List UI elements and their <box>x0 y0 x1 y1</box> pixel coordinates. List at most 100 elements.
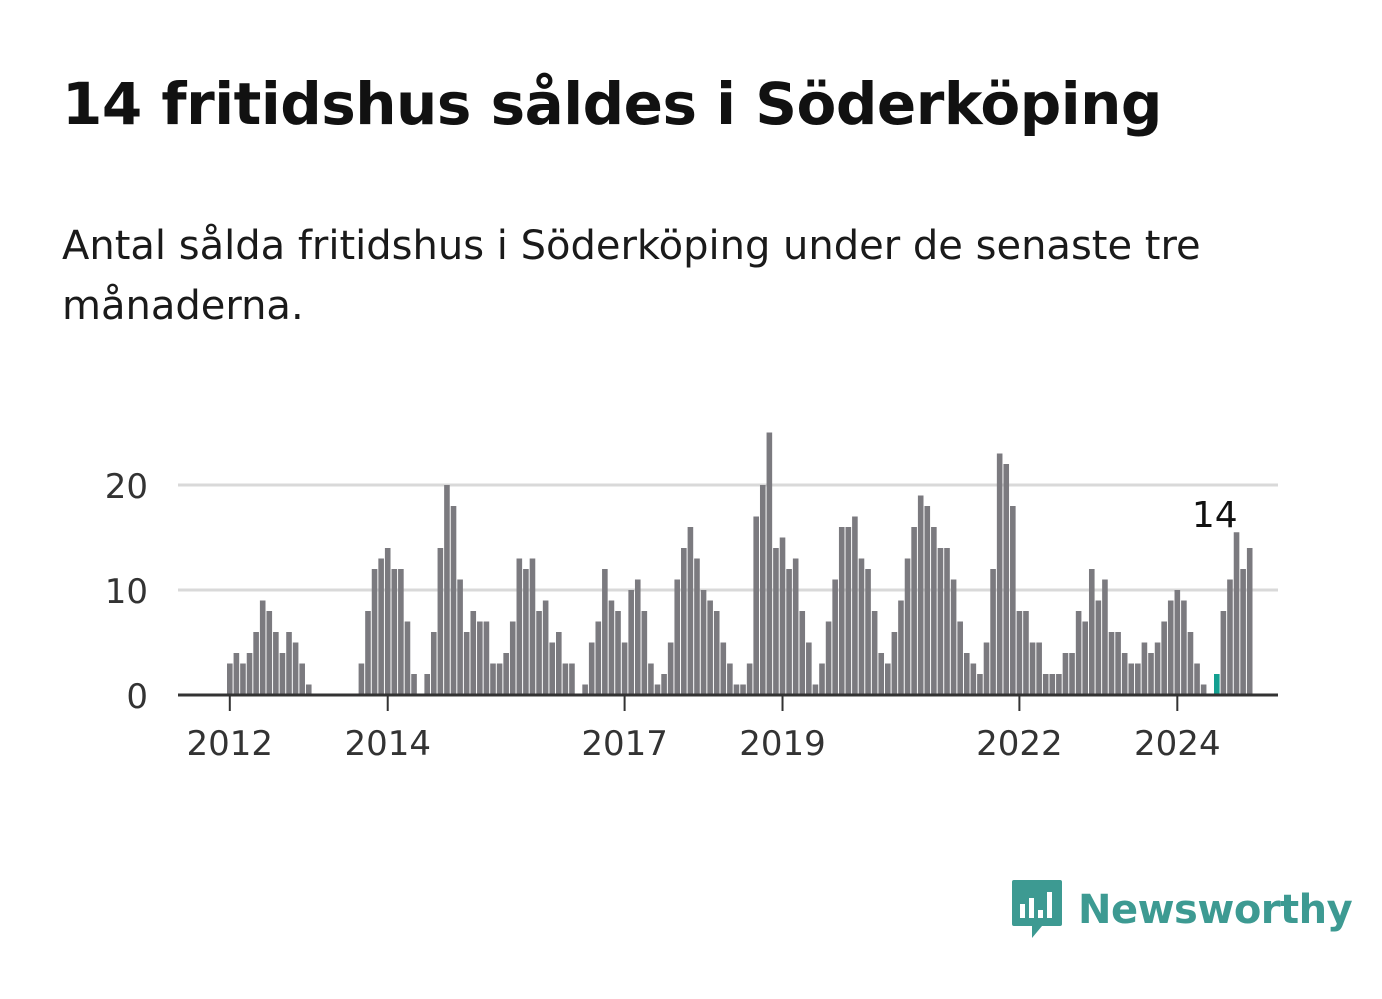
bar <box>588 642 595 695</box>
bar <box>634 579 641 695</box>
bar <box>358 663 365 695</box>
x-tick-label: 2022 <box>976 724 1063 764</box>
bar <box>286 632 292 695</box>
bar <box>917 495 924 695</box>
bar <box>404 621 411 695</box>
bar <box>878 653 885 695</box>
bar <box>904 558 911 695</box>
bar <box>1174 590 1181 695</box>
bar <box>556 632 562 695</box>
bar <box>1095 600 1102 695</box>
bar <box>628 590 634 695</box>
bar <box>430 632 437 695</box>
bar <box>1082 621 1088 695</box>
bar <box>233 653 240 695</box>
bar <box>273 632 279 695</box>
bar <box>384 548 391 695</box>
bar <box>707 600 713 695</box>
bar <box>1016 611 1023 695</box>
bar <box>305 684 312 695</box>
bar <box>1227 579 1233 695</box>
bar <box>299 663 305 695</box>
bar <box>602 569 608 695</box>
bar <box>1108 632 1115 695</box>
bar <box>1121 653 1128 695</box>
bar <box>674 579 681 695</box>
bar <box>924 506 931 695</box>
bar <box>720 642 727 695</box>
bar <box>549 642 556 695</box>
bar <box>279 653 286 695</box>
bar <box>759 485 766 695</box>
bar <box>562 663 569 695</box>
bar <box>378 558 384 695</box>
bar <box>450 506 457 695</box>
bar <box>1194 663 1200 695</box>
bar <box>885 663 891 695</box>
bar <box>1128 663 1135 695</box>
bar <box>477 621 483 695</box>
bar <box>1062 653 1069 695</box>
bar <box>398 569 404 695</box>
bar <box>1023 611 1029 695</box>
y-axis-ticks: 0 10 20 <box>105 467 148 717</box>
bar <box>1075 611 1082 695</box>
y-tick-label: 20 <box>105 467 148 507</box>
bar <box>1148 653 1154 695</box>
bar <box>1036 642 1042 695</box>
bar <box>812 684 819 695</box>
bar <box>779 537 786 695</box>
bar <box>391 569 398 695</box>
bar <box>240 663 246 695</box>
bar <box>595 621 602 695</box>
bar <box>1154 642 1161 695</box>
bar <box>990 569 996 695</box>
bar <box>832 579 838 695</box>
bar <box>713 611 720 695</box>
bar <box>766 432 773 695</box>
highlighted-bar <box>1214 674 1220 695</box>
bar <box>292 642 299 695</box>
bar <box>911 527 917 695</box>
bar <box>1135 663 1141 695</box>
bar <box>246 653 253 695</box>
bar <box>457 579 463 695</box>
bar <box>746 663 753 695</box>
bar <box>1141 642 1148 695</box>
bar <box>1240 569 1246 695</box>
bar <box>1167 600 1174 695</box>
bar <box>641 611 648 695</box>
y-tick-label: 0 <box>126 677 148 717</box>
bar <box>1003 464 1010 695</box>
bar <box>227 663 233 695</box>
bar <box>470 611 477 695</box>
bar <box>536 611 542 695</box>
bar <box>792 558 799 695</box>
gridlines <box>178 483 1278 592</box>
bar <box>1220 611 1227 695</box>
bar <box>266 611 273 695</box>
bar <box>1187 632 1194 695</box>
bar <box>957 621 963 695</box>
bar <box>1246 548 1253 695</box>
bar <box>891 632 898 695</box>
bar <box>648 663 654 695</box>
bar <box>825 621 832 695</box>
bar <box>542 600 549 695</box>
bar <box>1161 621 1167 695</box>
bar <box>1200 684 1207 695</box>
bar <box>654 684 661 695</box>
bar <box>983 642 990 695</box>
bar <box>786 569 792 695</box>
bar <box>490 663 496 695</box>
bar <box>819 663 825 695</box>
bar <box>806 642 812 695</box>
chart-title: 14 fritidshus såldes i Söderköping <box>62 70 1162 138</box>
bar <box>733 684 740 695</box>
bar <box>1029 642 1036 695</box>
x-tick-label: 2012 <box>187 724 274 764</box>
bar <box>463 632 470 695</box>
bar <box>444 485 450 695</box>
bar <box>687 527 694 695</box>
bar <box>411 674 417 695</box>
